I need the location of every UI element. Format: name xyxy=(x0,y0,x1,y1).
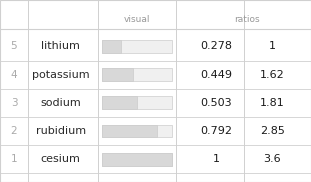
Text: rubidium: rubidium xyxy=(35,126,86,136)
Text: ratios: ratios xyxy=(234,15,259,24)
Text: 2.85: 2.85 xyxy=(260,126,285,136)
Bar xyxy=(102,96,137,109)
Bar xyxy=(102,96,172,109)
Bar xyxy=(102,153,172,166)
Text: 1.81: 1.81 xyxy=(260,98,285,108)
Text: 1: 1 xyxy=(213,154,220,164)
Text: 0.278: 0.278 xyxy=(200,41,232,51)
Bar xyxy=(102,125,172,137)
Bar xyxy=(102,40,121,53)
Text: 5: 5 xyxy=(11,41,17,51)
Bar xyxy=(102,40,172,53)
Text: 0.503: 0.503 xyxy=(200,98,232,108)
Bar xyxy=(102,68,172,81)
Text: lithium: lithium xyxy=(41,41,80,51)
Text: visual: visual xyxy=(123,15,150,24)
Text: 0.792: 0.792 xyxy=(200,126,232,136)
Text: 1: 1 xyxy=(11,154,17,164)
Text: 4: 4 xyxy=(11,70,17,80)
Text: 1: 1 xyxy=(269,41,276,51)
Text: sodium: sodium xyxy=(40,98,81,108)
Text: 0.449: 0.449 xyxy=(200,70,232,80)
Text: 3: 3 xyxy=(11,98,17,108)
Bar xyxy=(102,68,133,81)
Text: 3.6: 3.6 xyxy=(263,154,281,164)
Text: potassium: potassium xyxy=(32,70,90,80)
Text: 1.62: 1.62 xyxy=(260,70,285,80)
Bar xyxy=(102,125,157,137)
Bar xyxy=(102,153,172,166)
Text: cesium: cesium xyxy=(41,154,81,164)
Text: 2: 2 xyxy=(11,126,17,136)
